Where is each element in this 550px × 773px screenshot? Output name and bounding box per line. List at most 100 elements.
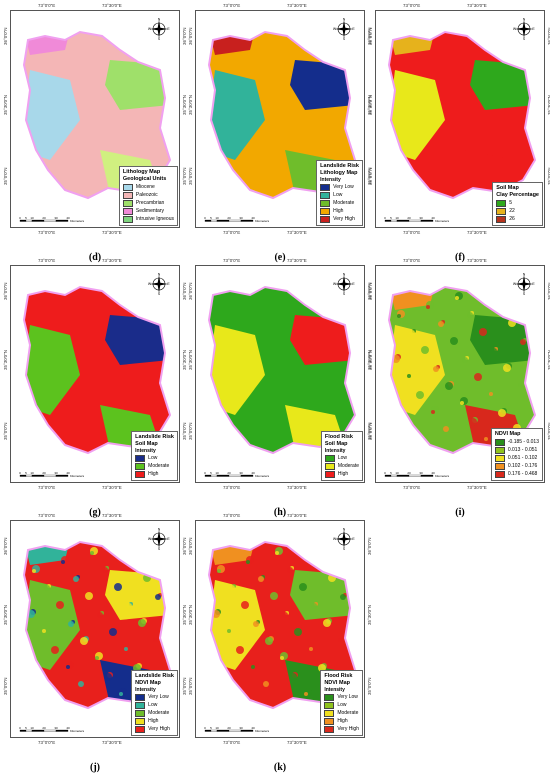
texture-patch	[499, 302, 503, 306]
map-frame	[10, 265, 180, 483]
coordinate-tick: 36°0'0"N	[3, 537, 8, 555]
compass-label: N	[158, 528, 161, 532]
legend-subtitle: NDVI Map	[324, 679, 350, 686]
legend-label: Very High	[148, 726, 170, 733]
compass-label: S	[158, 547, 161, 550]
legend-swatch	[122, 208, 133, 215]
legend-swatch	[324, 702, 335, 709]
legend-label: Very Low	[148, 694, 169, 701]
texture-patch	[316, 558, 322, 564]
legend-swatch	[324, 455, 335, 462]
coordinate-tick: 73°30'0"E	[102, 513, 122, 518]
coordinate-tick: 36°0'0"N	[188, 27, 193, 45]
scale-segment	[228, 474, 242, 477]
legend-swatch	[135, 471, 146, 478]
legend-swatch	[320, 208, 331, 215]
compass-label: W	[333, 537, 337, 541]
texture-patch	[251, 665, 255, 669]
coordinate-tick: 73°30'0"E	[102, 230, 122, 235]
north-arrow-icon: N S W E	[148, 273, 170, 297]
legend-swatch	[324, 463, 335, 470]
legend-label: 22	[509, 208, 515, 215]
scale-label: 20	[42, 216, 46, 220]
texture-patch	[73, 576, 79, 582]
legend-swatch	[320, 200, 331, 207]
legend-swatch	[320, 192, 331, 199]
compass-label: S	[523, 292, 526, 295]
scale-segment	[210, 474, 218, 477]
coordinate-tick: 73°30'0"E	[102, 3, 122, 8]
coordinate-tick: 73°0'0"E	[223, 3, 241, 8]
texture-patch	[433, 366, 439, 372]
legend-subtitle: Intensity	[324, 686, 345, 693]
compass-label: E	[532, 282, 535, 286]
coordinate-tick: 35°30'0"N	[367, 604, 372, 625]
texture-patch	[97, 612, 103, 618]
texture-patch	[460, 401, 464, 405]
legend-title: Lithology Map	[122, 169, 161, 176]
compass-label: S	[343, 292, 346, 295]
scale-segment	[55, 729, 69, 732]
legend-label: Low	[148, 455, 158, 462]
scale-segment	[31, 219, 45, 222]
texture-patch	[234, 690, 240, 696]
coordinate-tick: 35°30'0"N	[182, 349, 187, 370]
texture-patch	[323, 619, 331, 627]
legend-label: Very Low	[333, 184, 354, 191]
map-panel: 73°0'0"E 73°30'0"E 73°0'0"E 73°30'0"E 36°0'0…	[3, 258, 187, 490]
texture-patch	[263, 681, 269, 687]
compass-label: E	[352, 537, 355, 541]
scale-segment	[216, 219, 230, 222]
coordinate-tick: 35°0'0"N	[188, 677, 193, 695]
legend-entry: Low	[135, 702, 174, 709]
scale-label: 20	[42, 726, 46, 730]
panel-caption: (j)	[90, 762, 100, 773]
coordinate-tick: 73°0'0"E	[403, 258, 421, 263]
texture-patch	[491, 348, 497, 354]
map-legend: NDVI Map -0.185 - 0.013 0.013 - 0.051 0.051…	[490, 428, 543, 481]
legend-title: Flood Risk	[324, 434, 353, 440]
legend-label: Precambrian	[135, 200, 165, 207]
texture-patch	[241, 601, 249, 609]
legend-label: 0.102 - 0.176	[507, 463, 538, 470]
legend-entry: Moderate	[135, 710, 174, 717]
compass-label: W	[333, 27, 337, 31]
scale-segment	[228, 219, 242, 222]
map-frame	[375, 10, 545, 228]
scale-segment	[204, 219, 212, 222]
legend-title: Soil Map	[496, 185, 519, 192]
texture-patch	[445, 382, 453, 390]
coordinate-tick: 73°0'0"E	[223, 485, 241, 490]
legend-swatch	[494, 463, 505, 470]
map-zone	[24, 325, 80, 415]
map-zone	[105, 315, 170, 365]
legend-subtitle: Intensity	[324, 447, 346, 454]
coordinate-tick: 35°30'0"N	[188, 94, 193, 115]
texture-patch	[289, 673, 297, 681]
scale-segment	[216, 474, 230, 477]
scale-label: 20	[42, 471, 46, 475]
panel-caption: (e)	[274, 252, 286, 263]
texture-patch	[78, 681, 84, 687]
texture-patch	[95, 656, 99, 660]
legend-label: Miocene	[135, 184, 155, 191]
texture-patch	[222, 674, 226, 678]
texture-patch	[407, 374, 411, 378]
scale-segment	[390, 474, 398, 477]
scale-label: 0	[19, 726, 21, 730]
scale-segment	[43, 219, 57, 222]
texture-patch	[68, 621, 74, 627]
legend-swatch	[320, 216, 331, 223]
scale-segment	[228, 729, 242, 732]
legend-subtitle: Soil Map	[135, 440, 158, 447]
legend-entry: 0.102 - 0.176	[494, 463, 539, 470]
texture-patch	[227, 629, 231, 633]
legend-entry: High	[320, 208, 359, 215]
compass-label: E	[167, 537, 170, 541]
texture-patch	[309, 647, 313, 651]
map-zone	[470, 60, 535, 110]
scale-segment	[210, 219, 218, 222]
coordinate-tick: 36°0'0"N	[368, 27, 373, 45]
map-frame	[10, 10, 180, 228]
legend-entry: High	[324, 471, 359, 478]
